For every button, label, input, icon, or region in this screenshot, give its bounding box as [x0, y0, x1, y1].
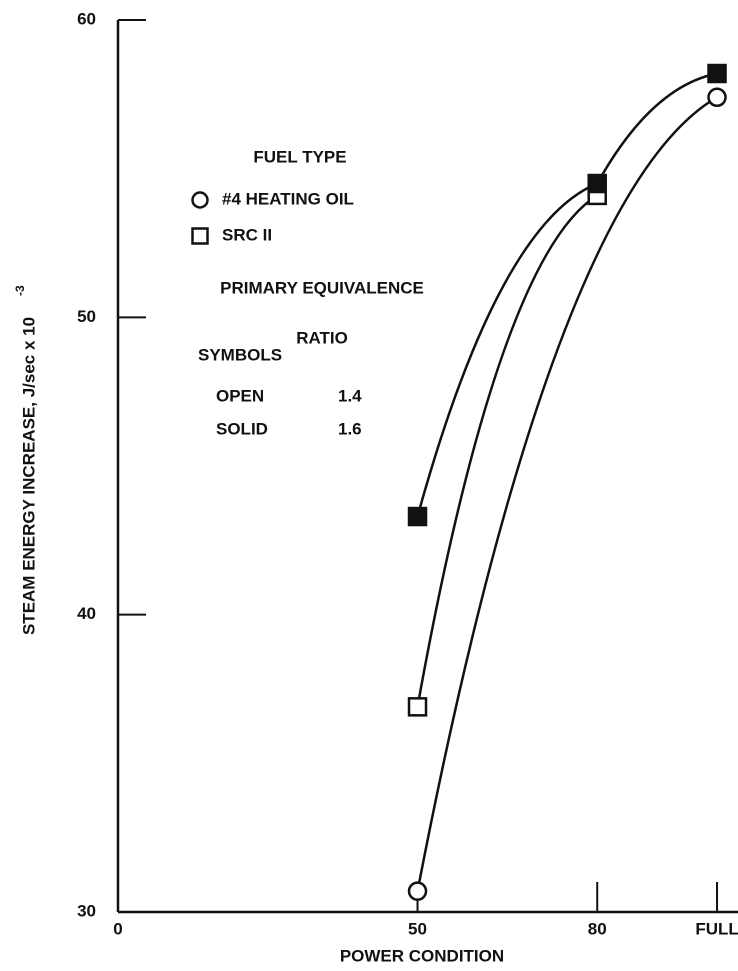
series-line — [416, 194, 598, 708]
y-axis-label-group: STEAM ENERGY INCREASE, J/sec x 10 -3 — [13, 285, 38, 635]
marker-square — [191, 227, 209, 245]
y-axis-label: STEAM ENERGY INCREASE, J/sec x 10 — [19, 317, 38, 635]
legend-ratio-title: PRIMARY EQUIVALENCE — [220, 278, 424, 297]
y-tick-label: 60 — [77, 9, 96, 28]
marker-circle — [407, 881, 428, 901]
x-tick-label: 0 — [113, 919, 122, 938]
legend-symbols-title: SYMBOLS — [198, 345, 282, 364]
legend-label: SRC II — [222, 225, 272, 244]
series-line — [416, 96, 718, 892]
marker-circle — [191, 191, 209, 209]
marker-square — [707, 63, 727, 84]
legend-ratio-title: RATIO — [296, 328, 348, 347]
legend-ratio-value: 1.6 — [338, 419, 362, 438]
y-tick-label: 40 — [77, 604, 96, 623]
x-tick-label: FULL — [695, 919, 738, 938]
y-axis-label-exponent: -3 — [13, 285, 27, 296]
marker-square — [587, 173, 607, 194]
legend-ratio-name: SOLID — [216, 419, 268, 438]
legend-title: FUEL TYPE — [253, 147, 346, 166]
marker-square — [407, 506, 428, 527]
series-line — [416, 72, 718, 517]
marker-circle — [707, 87, 727, 108]
x-tick-label: 80 — [588, 919, 607, 938]
legend-label: #4 HEATING OIL — [222, 189, 354, 208]
legend-ratio-name: OPEN — [216, 386, 264, 405]
marker-square — [407, 697, 428, 717]
x-axis-label: POWER CONDITION — [340, 946, 504, 965]
y-tick-label: 30 — [77, 901, 96, 920]
y-tick-label: 50 — [77, 307, 96, 326]
x-tick-label: 50 — [408, 919, 427, 938]
legend-ratio-value: 1.4 — [338, 386, 362, 405]
